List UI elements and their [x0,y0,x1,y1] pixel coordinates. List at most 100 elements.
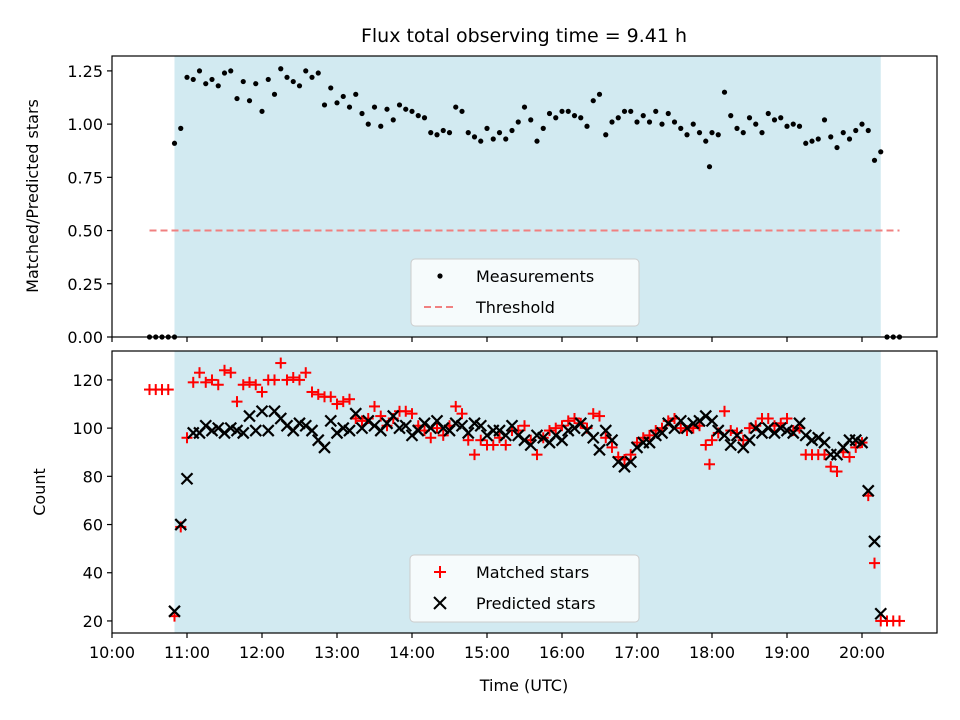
matched-star-point [500,439,512,451]
predicted-star-point [743,433,756,447]
x-tick-label: 16:00 [539,643,585,662]
matched-star-point [256,386,268,398]
matched-star-point [569,412,580,424]
bottom-y-tick-label: 120 [72,371,103,390]
bottom-plot-marks [144,357,905,627]
measurement-point [646,119,653,125]
measurement-point [390,117,396,123]
matched-star-point [294,374,305,386]
matched-star-point [356,415,368,427]
measurement-point [753,121,759,127]
matched-star-point [587,408,599,420]
measurement-point [534,138,540,144]
predicted-star-point [718,429,731,442]
measurement-point [765,110,771,117]
measurement-point [178,125,184,131]
matched-star-point [894,615,905,627]
matched-star-point [162,384,174,396]
measurement-point [703,138,709,144]
predicted-star-point [786,426,800,440]
measurement-point [271,91,278,97]
predicted-star-point [868,535,881,548]
measurement-point [559,108,565,114]
matched-star-point [831,466,843,478]
measurement-point [184,74,190,80]
measurement-point [446,130,453,136]
measurement-point [478,138,484,144]
measurement-point [378,123,384,129]
measurement-point [546,110,553,117]
x-tick-label: 18:00 [689,643,735,662]
predicted-star-point [399,419,413,432]
measurement-point [503,136,509,142]
measurement-point [453,104,459,110]
measurement-point [565,108,571,114]
measurement-point [246,98,253,104]
predicted-star-point [386,409,400,423]
measurement-point [415,113,421,119]
matched-star-point [200,376,212,388]
measurement-point [371,104,378,110]
measurement-point [365,121,371,127]
matched-star-point [606,441,618,453]
matched-star-point [675,422,687,434]
predicted-star-point [236,426,250,440]
top-plot-marks [146,66,903,340]
measurement-point [403,106,409,112]
top-y-tick-label: 0.25 [67,275,103,294]
legend-matched-label: Matched stars [476,563,589,582]
measurement-point [296,83,303,89]
top-y-axis: 0.00 0.25 0.50 0.75 1.00 1.25 [67,62,112,347]
measurement-point [521,104,528,110]
matched-star-point [562,415,574,427]
top-y-tick-label: 0.00 [67,328,103,347]
matched-star-point [825,461,837,473]
measurement-point [528,117,534,123]
measurement-point [215,83,221,89]
bottom-y-tick-label: 40 [83,564,103,583]
top-panel: Flux total observing time = 9.41 h 0.000… [23,25,938,347]
measurement-point [665,110,671,117]
measurement-point [484,125,490,131]
matched-star-point [287,372,299,384]
measurement-point [209,76,215,83]
predicted-star-point [168,605,181,618]
predicted-star-point [318,441,331,454]
measurement-point [596,91,603,97]
predicted-star-point [180,472,194,486]
matched-star-point [250,379,262,391]
measurement-point [265,76,271,83]
measurement-point [709,130,715,136]
matched-star-point [337,396,349,408]
bottom-y-tick-label: 60 [83,516,103,535]
measurement-point [203,81,209,87]
measurement-point [190,76,196,83]
matched-star-point [219,364,230,376]
predicted-star-point [586,431,600,445]
measurement-point [871,157,878,163]
predicted-star-point [555,433,569,447]
matched-star-point [375,410,387,422]
measurement-point [840,130,846,136]
measurement-point [515,119,521,125]
matched-star-point [487,439,499,451]
measurement-point [678,125,684,131]
matched-star-point [625,449,637,461]
measurement-point [315,70,321,76]
legend-matched-marker [434,566,446,578]
matched-star-point [744,422,755,434]
measurement-point [234,95,240,102]
x-tick-label: 15:00 [464,643,510,662]
measurement-point [771,117,778,123]
x-tick-label: 11:00 [164,643,210,662]
matched-star-point [237,379,249,391]
matched-star-point [431,422,443,434]
measurement-point [790,121,796,127]
matched-star-point [406,408,418,420]
matched-star-point [550,422,562,434]
matched-star-point [700,439,712,451]
measurement-point [865,127,871,134]
measurement-point [746,115,753,121]
matched-star-point [594,410,605,422]
measurement-point [340,93,346,100]
